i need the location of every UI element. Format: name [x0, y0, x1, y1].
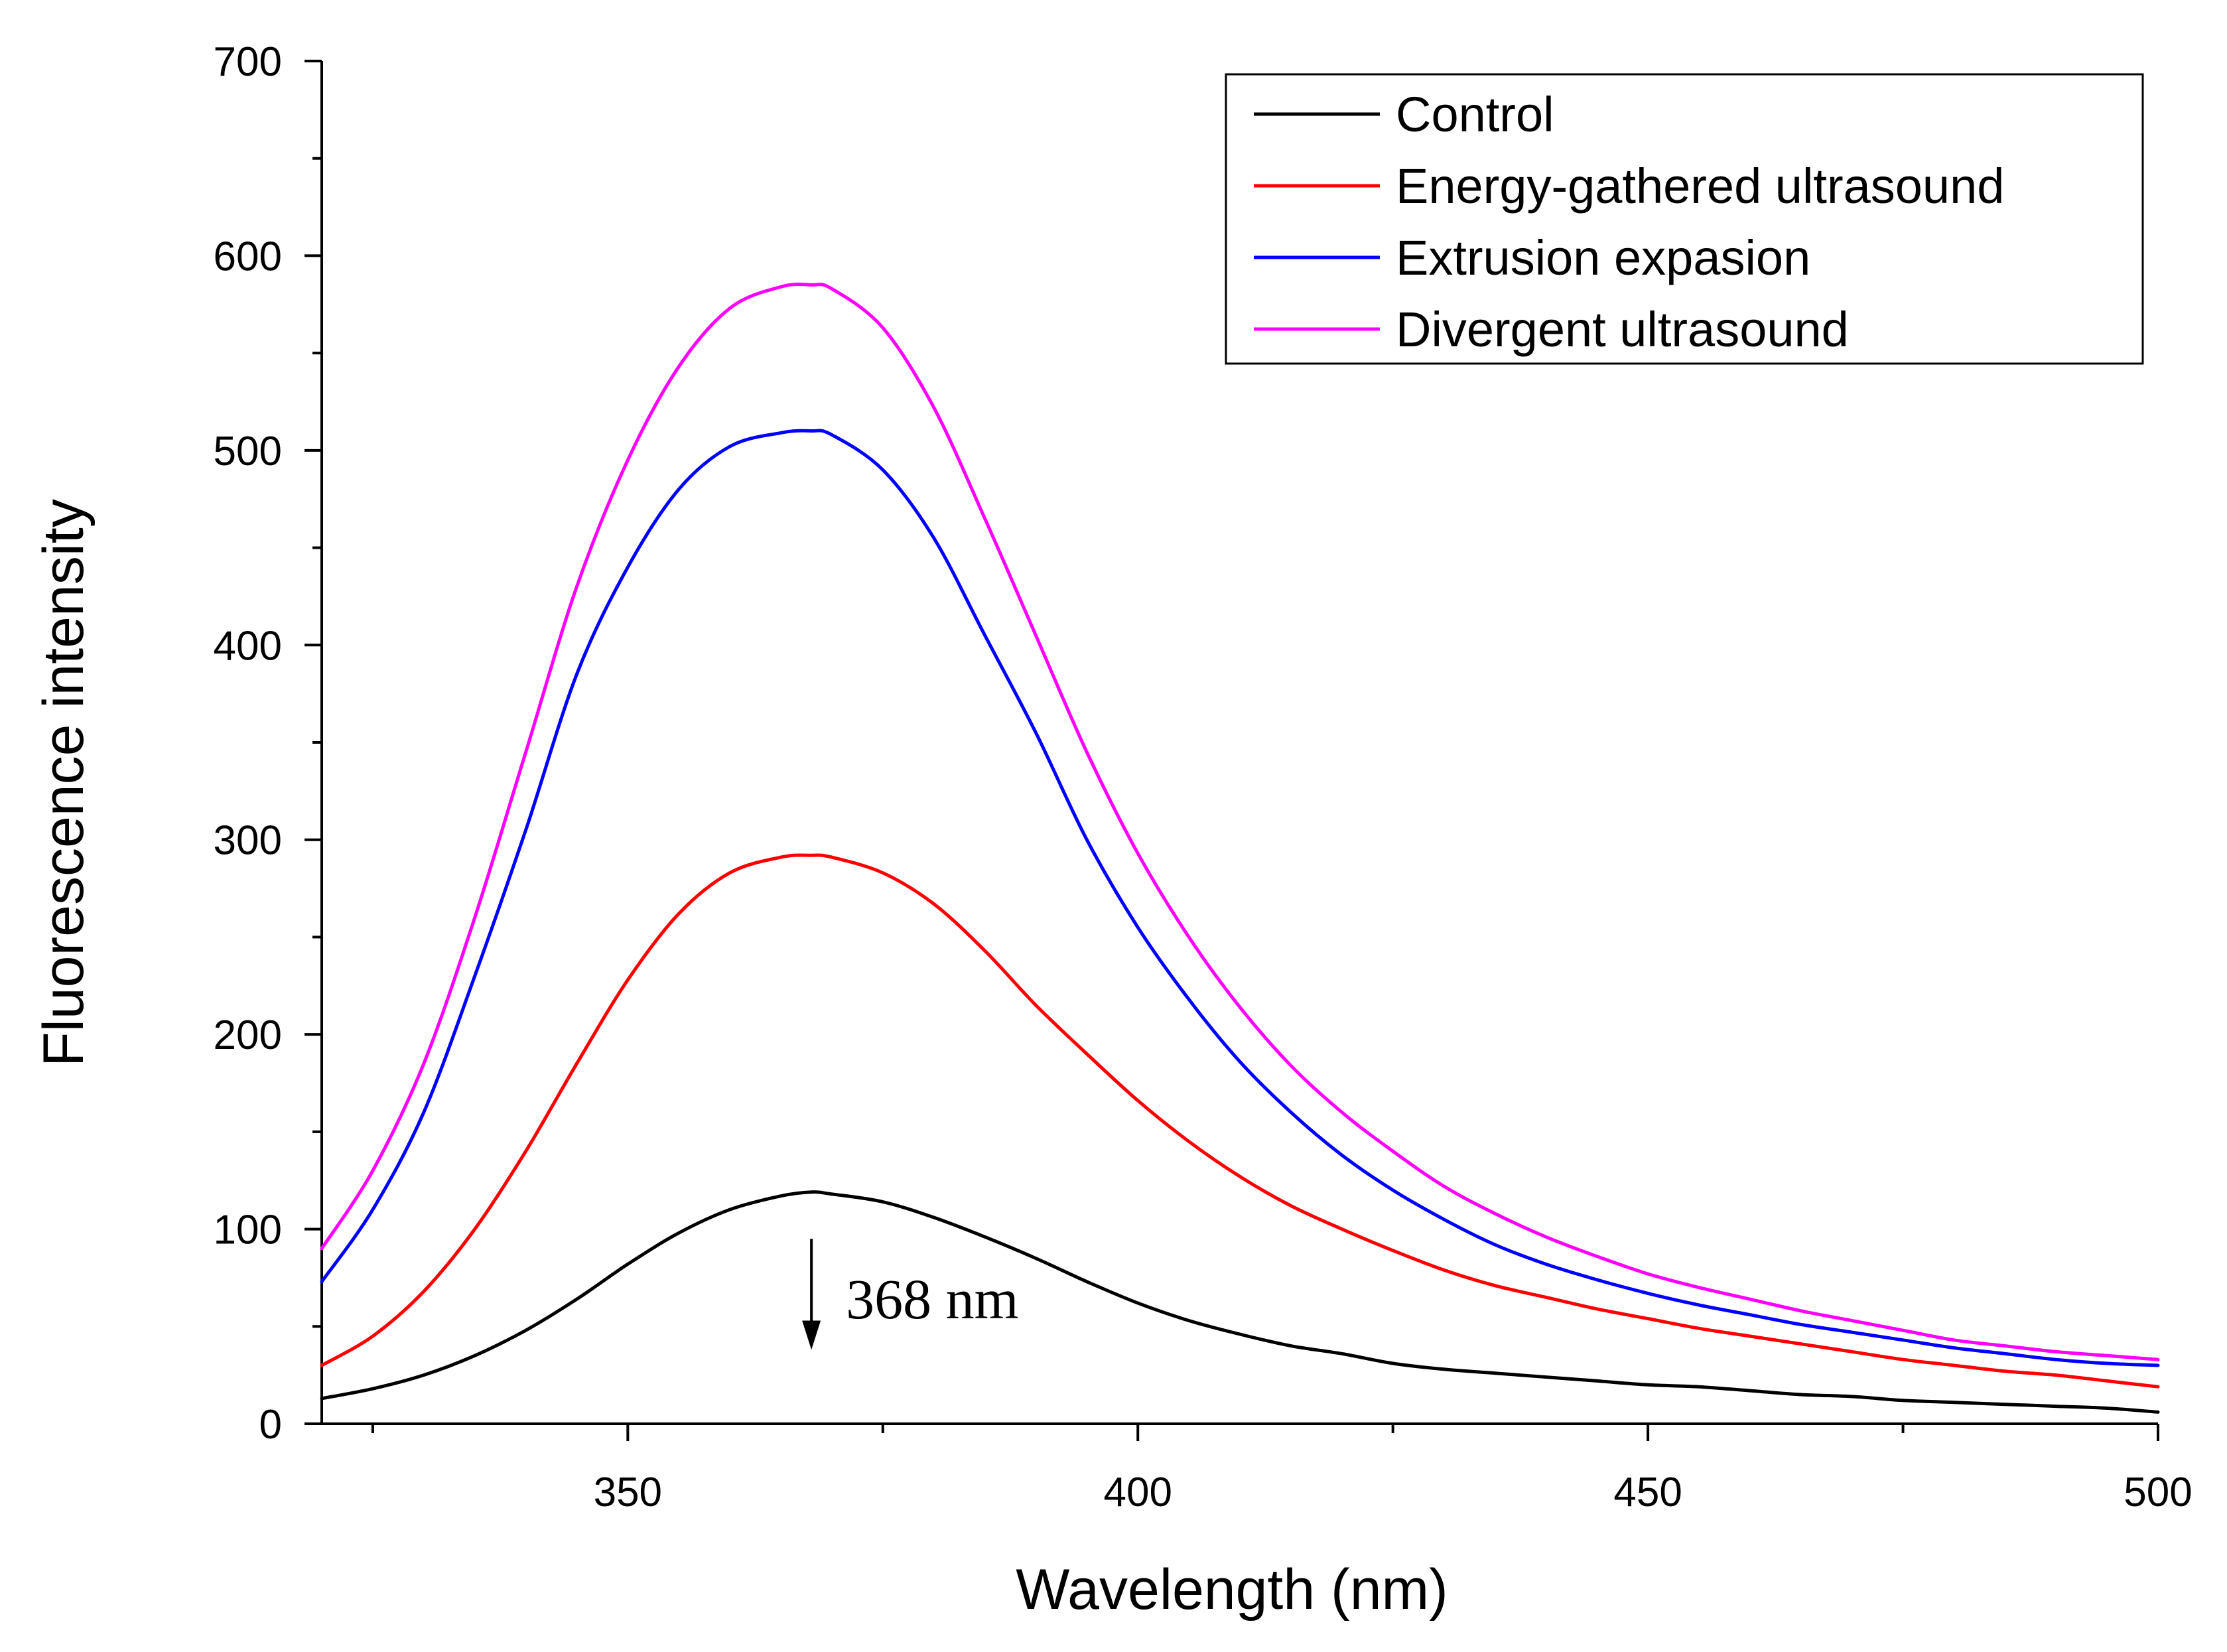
series-line-extrusion-expasion: [320, 429, 2160, 1367]
y-tick-label: 400: [214, 623, 282, 669]
x-tick-label: 450: [1613, 1470, 1682, 1515]
y-tick-label: 500: [214, 429, 282, 474]
legend-label: Extrusion expasion: [1396, 230, 1810, 285]
series-line-energy-gathered-ultrasound: [320, 853, 2160, 1389]
legend-label: Divergent ultrasound: [1396, 302, 1849, 357]
x-tick-label: 350: [594, 1470, 662, 1515]
legend-label: Control: [1396, 87, 1554, 142]
y-tick-label: 600: [214, 234, 282, 279]
annotation-arrow-head: [802, 1320, 821, 1350]
peak-annotation: 368 nm: [802, 1239, 1019, 1350]
legend-box: [1225, 73, 2144, 365]
y-tick-label: 100: [214, 1207, 282, 1253]
peak-annotation-label: 368 nm: [846, 1267, 1018, 1331]
legend-label: Energy-gathered ultrasound: [1396, 159, 2004, 214]
x-axis-title: Wavelength (nm): [1016, 1558, 1448, 1621]
x-tick-label: 400: [1103, 1470, 1172, 1515]
plot-area: 0 100 200 300 400 500 600 700 350 400 450 500: [214, 39, 2193, 1515]
series-line-control: [320, 1190, 2160, 1414]
y-tick-label: 200: [214, 1012, 282, 1058]
series-line-divergent-ultrasound: [320, 283, 2160, 1361]
y-axis-title: Fluorescence intensity: [32, 499, 96, 1067]
x-tick-label: 500: [2124, 1470, 2192, 1515]
y-tick-label: 300: [214, 818, 282, 864]
legend: Control Energy-gathered ultrasound Extrusi…: [1225, 73, 2144, 365]
y-tick-label: 700: [214, 39, 282, 85]
y-tick-label: 0: [259, 1402, 282, 1448]
